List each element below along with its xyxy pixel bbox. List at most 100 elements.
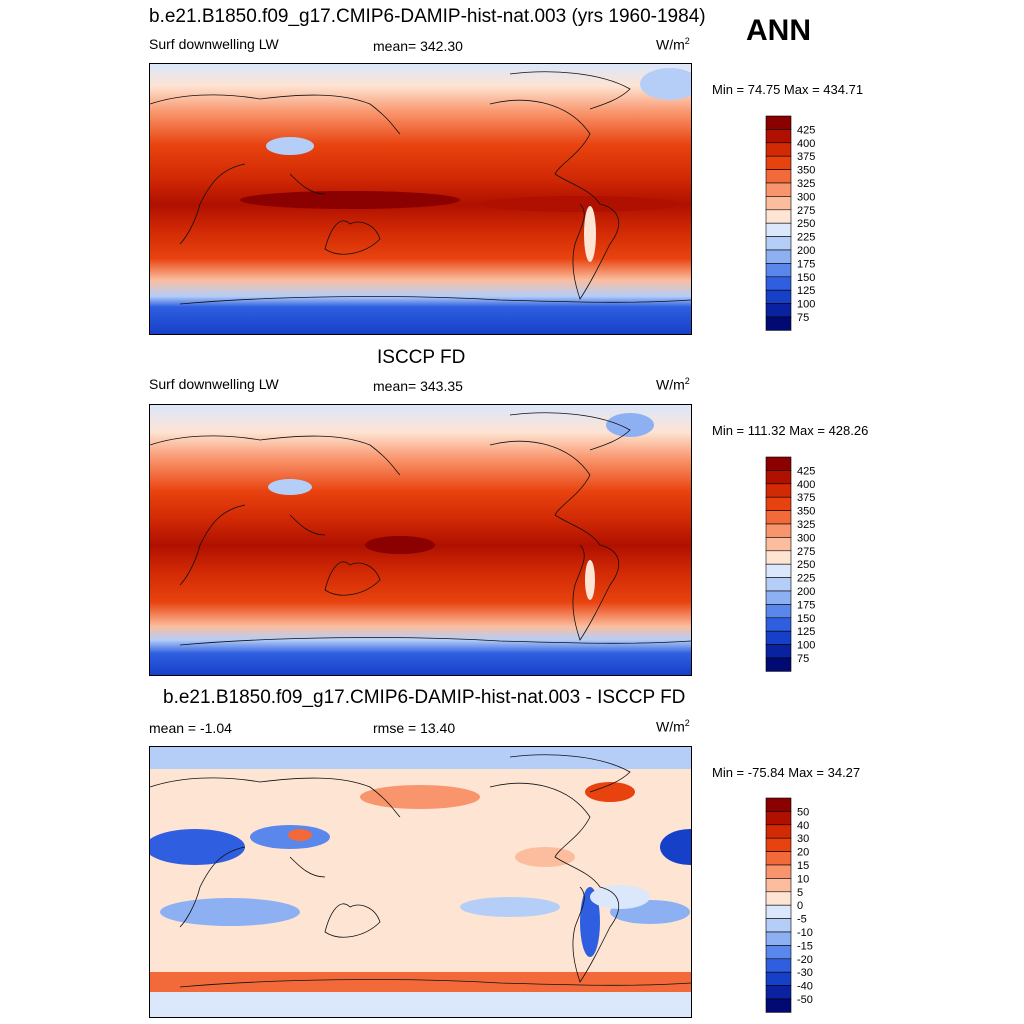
colorbar-swatch [765,276,792,291]
colorbar-tick-label: 200 [797,245,815,257]
panel2-warm-pool [365,536,435,554]
colorbar-tick-label: 300 [797,191,815,203]
panel2-coastlines [150,412,691,646]
colorbar-swatch [765,644,792,659]
colorbar-tick-label: 40 [797,820,809,832]
panel1-map [149,63,692,335]
colorbar-tick-label: 350 [797,506,815,518]
colorbar-tick-label: 325 [797,178,815,190]
colorbar-swatch [765,878,792,893]
colorbar-swatch [765,797,792,812]
colorbar-tick-label: 75 [797,312,809,324]
panel3-colorbar: 50 40 30 20 15 10 5 0 -5 -10 -15 -20 -30 -40 -50 [765,797,826,1017]
colorbar-tick-label: 0 [797,900,803,912]
colorbar-tick-label: 100 [797,640,815,652]
colorbar-swatch [765,263,792,278]
colorbar-swatch [765,142,792,157]
colorbar-swatch [765,222,792,237]
panel3-anomaly-fields [150,747,691,1017]
colorbar-tick-label: 325 [797,519,815,531]
colorbar-swatch [765,958,792,973]
colorbar-swatch [765,316,792,331]
colorbar-swatch [765,182,792,197]
colorbar-tick-label: 175 [797,599,815,611]
panel1-mean-label: mean= 342.30 [373,38,463,54]
colorbar-swatch [765,851,792,866]
panel3-title: b.e21.B1850.f09_g17.CMIP6-DAMIP-hist-nat… [163,687,686,708]
colorbar-swatch [765,129,792,144]
colorbar-tick-label: 200 [797,586,815,598]
panel1-units-label: W/m2 [656,36,690,53]
panel1-tibet-low [266,137,314,155]
colorbar-tick-label: 400 [797,479,815,491]
colorbar-swatch [765,563,792,578]
colorbar-swatch [765,837,792,852]
colorbar-tick-label: -15 [797,940,813,952]
colorbar-tick-label: -40 [797,981,813,993]
colorbar-swatch [765,496,792,511]
colorbar-swatch [765,169,792,184]
colorbar-tick-label: 125 [797,285,815,297]
panel2-andes-low [585,560,595,600]
colorbar-swatch [765,483,792,498]
colorbar-swatch [765,657,792,672]
colorbar-tick-label: 125 [797,626,815,638]
panel3-mean-label: mean = -1.04 [149,720,232,736]
colorbar-swatch [765,945,792,960]
colorbar-tick-label: 100 [797,299,815,311]
colorbar-tick-label: -20 [797,954,813,966]
colorbar-tick-label: 150 [797,613,815,625]
colorbar-tick-label: 250 [797,218,815,230]
panel2-minmax-label: Min = 111.32 Max = 428.26 [712,423,869,438]
panel1-minmax-label: Min = 74.75 Max = 434.71 [712,82,864,97]
panel1-greenland-low [640,68,691,100]
panel1-colorbar: 425 400 375 350 325 300 275 250 225 200 175 150 125 1… [765,115,826,335]
colorbar-swatch [765,209,792,224]
colorbar-tick-label: 175 [797,258,815,270]
colorbar-tick-label: 425 [797,124,815,136]
colorbar-swatch [765,289,792,304]
colorbar-tick-label: 350 [797,165,815,177]
panel2-mean-label: mean= 343.35 [373,378,463,394]
panel2-greenland-low [606,413,654,437]
panel1-andes-low [584,206,596,262]
colorbar-swatch [765,971,792,986]
colorbar-tick-label: 300 [797,532,815,544]
colorbar-swatch [765,550,792,565]
panel3-coastlines [150,754,691,988]
panel1-title: b.e21.B1850.f09_g17.CMIP6-DAMIP-hist-nat… [149,6,706,27]
colorbar-swatch [765,630,792,645]
colorbar-swatch [765,998,792,1013]
panel2-variable-label: Surf downwelling LW [149,376,279,392]
panel2-colorbar: 425 400 375 350 325 300 275 250 225 200 175 150 125 1… [765,456,826,676]
colorbar-swatch [765,523,792,538]
panel2-map [149,404,692,676]
colorbar-tick-label: -5 [797,914,807,926]
colorbar-swatch [765,590,792,605]
colorbar-tick-label: -30 [797,967,813,979]
colorbar-swatch [765,510,792,525]
panel1-coastlines [150,71,691,305]
colorbar-tick-label: 20 [797,847,809,859]
colorbar-swatch [765,456,792,471]
colorbar-swatch [765,918,792,933]
colorbar-swatch [765,303,792,318]
colorbar-tick-label: 375 [797,492,815,504]
colorbar-tick-label: 30 [797,833,809,845]
colorbar-tick-label: 50 [797,806,809,818]
colorbar-tick-label: 250 [797,559,815,571]
panel2-tibet-low [268,479,312,495]
panel2-title: ISCCP FD [377,347,466,368]
colorbar-tick-label: 425 [797,465,815,477]
colorbar-tick-label: 400 [797,138,815,150]
colorbar-swatch [765,824,792,839]
panel1-variable-label: Surf downwelling LW [149,36,279,52]
colorbar-swatch [765,985,792,1000]
colorbar-tick-label: 5 [797,887,803,899]
panel3-units-label: W/m2 [656,718,690,735]
season-label: ANN [746,14,811,47]
panel3-minmax-label: Min = -75.84 Max = 34.27 [712,765,861,780]
colorbar-tick-label: -10 [797,927,813,939]
panel2-units-label: W/m2 [656,376,690,393]
colorbar-swatch [765,891,792,906]
